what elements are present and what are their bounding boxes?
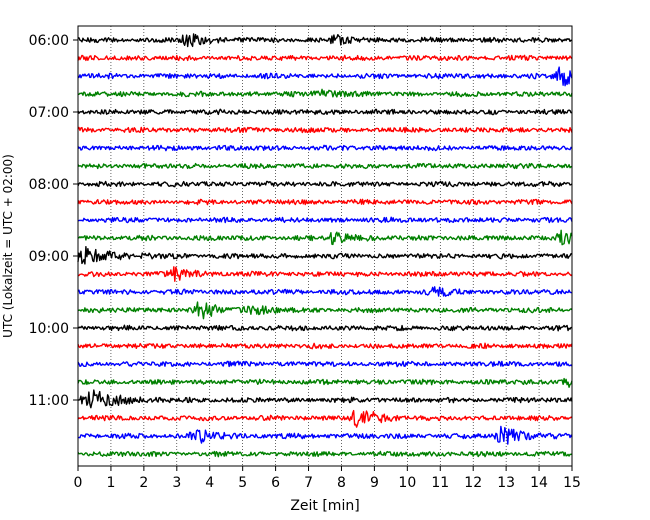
trace-07:45 [77,162,573,170]
y-tick-label: 06:00 [29,33,69,49]
x-tick-label: 8 [337,475,346,491]
x-tick-label: 10 [398,475,416,491]
trace-08:30 [77,216,573,224]
x-tick-label: 7 [304,475,313,491]
x-tick-label: 2 [139,475,148,491]
trace-11:45 [77,450,573,458]
trace-08:15 [77,198,573,206]
x-tick-label: 6 [271,475,280,491]
trace-06:00 [77,33,573,48]
x-tick-label: 3 [172,475,181,491]
trace-10:45 [77,377,573,388]
x-tick-label: 5 [238,475,247,491]
trace-06:15 [77,54,573,62]
y-tick-label: 08:00 [29,177,69,193]
grid-lines [110,26,540,466]
trace-09:15 [77,266,573,282]
trace-08:45 [77,229,573,246]
x-tick-label: 12 [464,475,482,491]
x-tick-label: 1 [106,475,115,491]
trace-09:00 [77,245,573,265]
x-axis-label: Zeit [min] [290,498,359,514]
trace-10:30 [77,360,573,368]
x-tick-label: 4 [205,475,214,491]
traces [77,33,573,458]
axis-ticks: 0 1 2 3 4 5 6 7 8 9 10 11 12 13 14 1506:0007:0008:0009:… [29,33,581,491]
trace-09:45 [77,301,573,320]
x-tick-label: 15 [563,475,581,491]
x-tick-label: 11 [431,475,449,491]
trace-07:15 [77,126,573,134]
trace-11:00 [77,389,573,409]
plot-frame [77,25,573,467]
y-axis-label: UTC (Lokalzeit = UTC + 02:00) [1,154,15,338]
y-tick-label: 09:00 [29,249,69,265]
x-tick-label: 0 [74,475,83,491]
y-tick-label: 10:00 [29,321,69,337]
trace-09:30 [77,286,573,297]
trace-08:00 [77,180,573,188]
trace-10:15 [77,342,573,350]
trace-11:15 [77,409,573,428]
y-tick-label: 11:00 [29,393,69,409]
trace-07:30 [77,144,573,152]
x-tick-label: 14 [530,475,548,491]
trace-07:00 [77,108,573,116]
x-tick-label: 13 [497,475,515,491]
trace-06:30 [77,66,573,87]
trace-11:30 [77,425,573,445]
trace-06:45 [77,88,573,98]
x-tick-label: 9 [370,475,379,491]
trace-10:00 [77,324,573,332]
y-tick-label: 07:00 [29,105,69,121]
